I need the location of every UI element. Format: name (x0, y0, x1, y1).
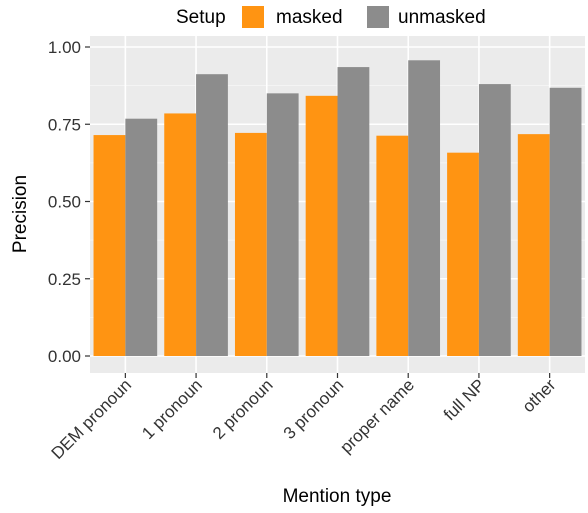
y-tick-label: 0.50 (48, 193, 81, 212)
y-axis: 0.00 0.25 0.50 0.75 1.00 (48, 38, 90, 366)
bar-unmasked (408, 60, 441, 357)
x-tick-label: DEM pronoun (48, 375, 136, 463)
bar-masked (376, 135, 409, 356)
bar-unmasked (196, 74, 228, 356)
x-tick-label: 2 pronoun (209, 375, 277, 443)
x-tick-label: full NP (440, 375, 489, 424)
bar-unmasked (478, 84, 511, 356)
bar-masked (93, 135, 126, 356)
bar-unmasked (337, 67, 370, 357)
x-axis-title: Mention type (283, 486, 392, 507)
legend-swatch-unmasked (367, 6, 389, 28)
bar-unmasked (266, 93, 299, 356)
bars (93, 60, 582, 357)
bar-masked (517, 134, 550, 356)
bar-masked (447, 152, 479, 356)
y-tick-label: 0.25 (48, 270, 81, 289)
legend-label-unmasked: unmasked (398, 7, 486, 28)
y-tick-label: 0.75 (48, 115, 81, 134)
y-axis-title: Precision (10, 175, 31, 253)
x-tick-label: proper name (336, 375, 418, 457)
x-tick-label: 1 pronoun (138, 375, 206, 443)
x-axis: DEM pronoun 1 pronoun 2 pronoun 3 pronounpr… (48, 373, 560, 463)
x-tick-label: other (519, 375, 560, 416)
bar-unmasked (549, 87, 582, 357)
legend: Setup masked unmasked (176, 6, 486, 28)
y-tick-label: 0.00 (48, 347, 81, 366)
bar-unmasked (125, 118, 158, 356)
legend-label-masked: masked (276, 7, 343, 28)
bar-masked (305, 95, 338, 357)
x-tick-label: 3 pronoun (280, 375, 348, 443)
bar-masked (234, 132, 267, 356)
legend-swatch-masked (242, 6, 264, 28)
legend-title: Setup (176, 7, 226, 28)
bar-masked (164, 113, 197, 356)
y-tick-label: 1.00 (48, 38, 81, 57)
